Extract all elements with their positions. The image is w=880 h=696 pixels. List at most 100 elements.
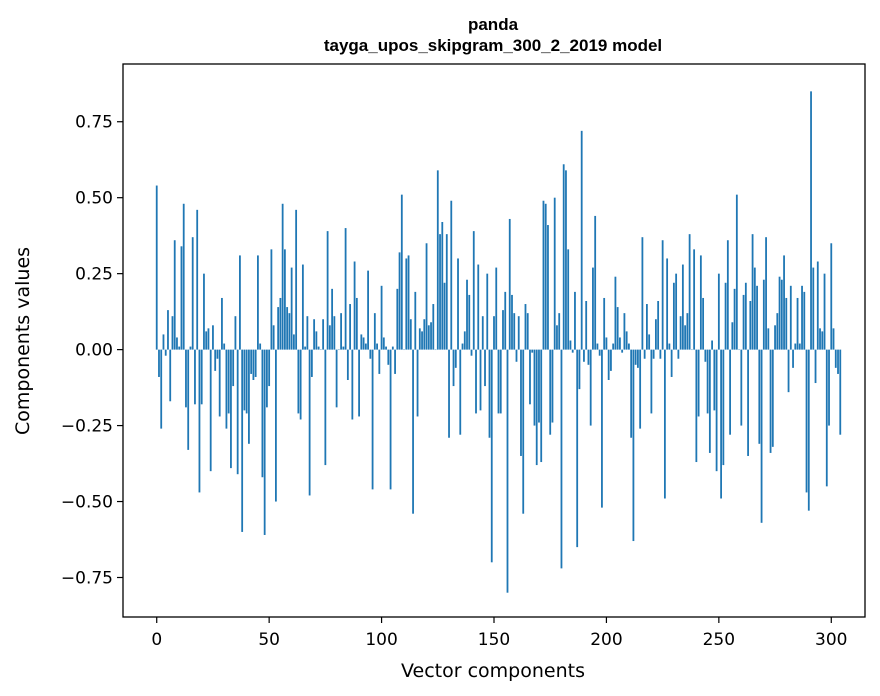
- bar-209: [625, 331, 628, 350]
- bar-82: [340, 313, 342, 350]
- x-axis-label: Vector components: [401, 660, 585, 682]
- bar-142: [475, 349, 477, 414]
- y-axis-label: Components values: [12, 247, 34, 435]
- bar-197: [598, 349, 601, 356]
- bar-67: [306, 316, 309, 350]
- bar-263: [747, 349, 749, 456]
- bar-211: [630, 349, 633, 438]
- bar-185: [571, 349, 574, 353]
- bar-162: [520, 349, 522, 456]
- bar-77: [328, 325, 331, 350]
- bar-26: [214, 349, 217, 371]
- bar-196: [596, 343, 599, 350]
- bar-290: [807, 349, 810, 511]
- bar-224: [659, 349, 662, 359]
- bar-60: [290, 267, 293, 350]
- bar-87: [351, 349, 354, 420]
- bar-250: [717, 273, 720, 350]
- bar-242: [699, 255, 702, 350]
- bar-109: [400, 194, 403, 350]
- bar-145: [481, 316, 484, 350]
- bar-47: [261, 349, 264, 478]
- bar-49: [266, 349, 268, 408]
- bar-136: [461, 343, 464, 350]
- bar-298: [825, 349, 828, 487]
- x-tick-label-50: 50: [258, 630, 280, 650]
- bar-141: [472, 231, 475, 350]
- bar-134: [457, 258, 459, 350]
- bar-83: [342, 346, 345, 350]
- bar-29: [221, 297, 223, 350]
- bar-116: [416, 349, 419, 417]
- bar-155: [504, 291, 507, 350]
- bar-107: [396, 288, 399, 350]
- bar-46: [259, 343, 262, 350]
- y-axis-ticks: −0.75 −0.50 −0.25 0.00 0.25 0.50 0.75: [61, 113, 123, 589]
- bar-94: [367, 270, 369, 350]
- bar-208: [623, 313, 626, 350]
- bar-300: [830, 243, 833, 350]
- bar-79: [333, 316, 336, 350]
- bar-287: [801, 285, 803, 350]
- bar-200: [605, 337, 608, 350]
- bar-90: [358, 349, 360, 417]
- bar-71: [315, 331, 318, 350]
- bar-218: [646, 304, 648, 350]
- bar-214: [637, 349, 639, 368]
- bar-267: [756, 285, 758, 350]
- bar-183: [567, 249, 570, 350]
- bar-235: [684, 325, 687, 350]
- bar-48: [263, 349, 266, 535]
- y-tick-label-1: −0.50: [61, 493, 113, 513]
- bar-149: [490, 349, 493, 563]
- bar-33: [230, 349, 232, 469]
- bar-205: [616, 307, 619, 350]
- bar-32: [227, 349, 230, 414]
- bar-series: [155, 91, 842, 593]
- bar-125: [436, 170, 439, 350]
- bar-245: [706, 349, 709, 414]
- bar-201: [607, 349, 610, 380]
- bar-99: [378, 349, 381, 374]
- bar-18: [196, 209, 199, 350]
- bar-121: [427, 325, 430, 350]
- bar-272: [767, 328, 770, 350]
- bar-276: [776, 313, 779, 350]
- bar-178: [556, 325, 558, 350]
- bar-176: [551, 349, 554, 423]
- bar-76: [326, 231, 329, 350]
- bar-98: [376, 343, 378, 350]
- bar-296: [821, 331, 824, 350]
- bar-169: [535, 349, 538, 466]
- bar-115: [414, 291, 417, 350]
- bar-222: [654, 319, 657, 350]
- bar-157: [508, 218, 511, 350]
- bar-223: [657, 301, 660, 350]
- bar-180: [560, 349, 563, 569]
- bar-100: [380, 285, 383, 350]
- bar-143: [477, 264, 480, 350]
- bar-219: [648, 334, 651, 350]
- bar-103: [387, 349, 390, 365]
- bar-39: [243, 349, 246, 411]
- bar-284: [794, 343, 797, 350]
- bar-251: [720, 349, 722, 499]
- bar-281: [787, 349, 790, 393]
- bar-252: [722, 349, 725, 466]
- bar-144: [479, 349, 482, 411]
- bar-5: [167, 310, 169, 350]
- bar-138: [466, 279, 468, 350]
- bar-289: [805, 349, 808, 493]
- bar-257: [733, 288, 736, 350]
- bar-40: [245, 349, 248, 414]
- bar-148: [488, 349, 491, 438]
- bar-117: [418, 328, 421, 350]
- bar-227: [666, 258, 669, 350]
- bar-120: [425, 243, 428, 350]
- bar-159: [513, 313, 516, 350]
- bar-254: [726, 240, 729, 350]
- bar-62: [295, 209, 298, 350]
- bar-188: [578, 349, 581, 390]
- bar-86: [349, 304, 351, 350]
- bar-213: [634, 349, 637, 365]
